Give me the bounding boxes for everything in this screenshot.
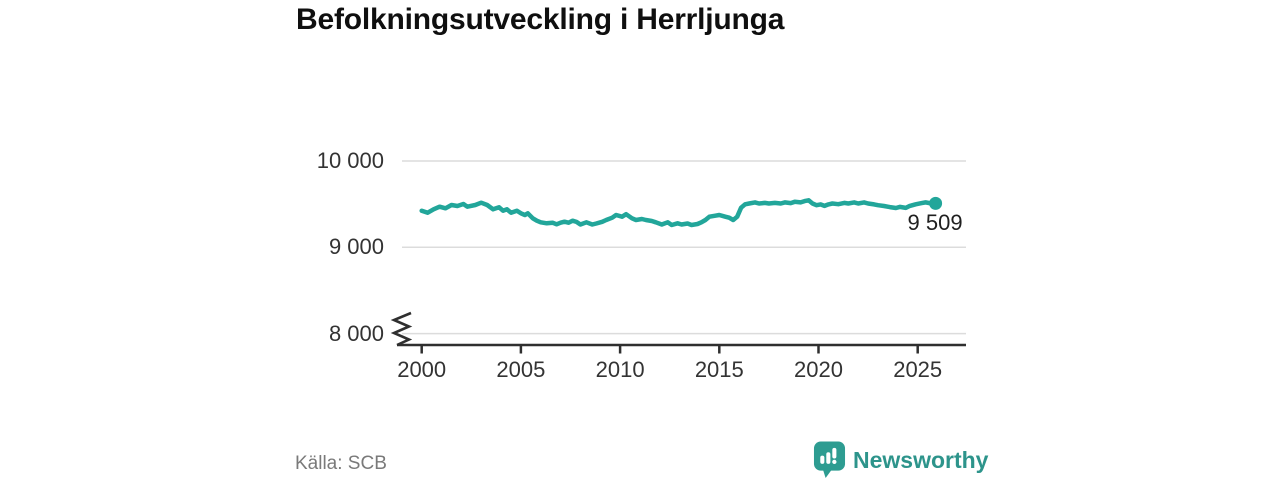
- x-axis: [397, 343, 966, 354]
- x-tick-label: 2000: [397, 357, 447, 382]
- y-tick-label: 8 000: [328, 320, 384, 346]
- x-tick-label: 2020: [794, 357, 843, 382]
- latest-value-label: 9 509: [907, 210, 963, 236]
- newsworthy-speech-bubble-barchart-icon: [813, 441, 846, 478]
- chart-title: Befolkningsutveckling i Herrljunga: [296, 3, 785, 36]
- y-tick-label: 9 000: [328, 234, 384, 260]
- x-tick-label: 2015: [694, 357, 744, 382]
- source-note: Källa: SCB: [295, 453, 387, 474]
- y-tick-label: 10 000: [316, 148, 384, 173]
- x-tick-label: 2005: [496, 357, 546, 382]
- x-tick-label: 2010: [595, 357, 645, 382]
- population-series-line: [419, 198, 938, 228]
- latest-value-dot: [929, 196, 943, 210]
- newsworthy-wordmark: Newsworthy: [853, 446, 989, 473]
- newsworthy-logo: Newsworthy: [813, 441, 988, 479]
- gridlines: [402, 160, 966, 335]
- x-tick-label: 2025: [893, 357, 943, 382]
- axis-break-zigzag-icon: [390, 311, 413, 347]
